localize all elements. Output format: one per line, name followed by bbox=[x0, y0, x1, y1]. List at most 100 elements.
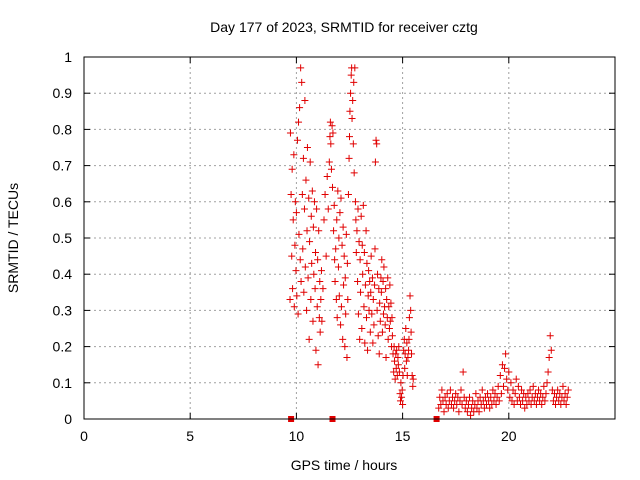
data-point bbox=[329, 183, 337, 191]
data-point bbox=[295, 230, 303, 238]
data-point bbox=[443, 390, 451, 398]
data-point bbox=[511, 390, 519, 398]
data-point bbox=[351, 64, 359, 72]
data-point bbox=[316, 277, 324, 285]
data-point bbox=[308, 259, 316, 267]
data-point bbox=[463, 408, 471, 416]
data-point bbox=[303, 306, 311, 314]
data-point bbox=[297, 64, 305, 72]
data-point bbox=[317, 296, 325, 304]
y-tick-label: 0.7 bbox=[53, 158, 73, 174]
x-tick-label: 15 bbox=[395, 428, 411, 444]
data-point bbox=[327, 165, 335, 173]
data-point bbox=[358, 325, 366, 332]
data-point bbox=[289, 285, 297, 293]
data-point bbox=[299, 245, 307, 253]
data-point bbox=[386, 281, 394, 289]
data-point bbox=[332, 245, 340, 253]
data-point bbox=[286, 129, 294, 137]
data-point bbox=[398, 386, 406, 394]
data-point bbox=[564, 386, 572, 394]
data-point bbox=[350, 169, 358, 177]
data-point bbox=[375, 285, 383, 293]
data-point bbox=[516, 401, 524, 409]
data-point bbox=[499, 382, 507, 390]
y-tick-label: 1 bbox=[64, 49, 72, 65]
data-point bbox=[395, 343, 403, 351]
data-point bbox=[493, 393, 501, 401]
data-point bbox=[311, 285, 319, 293]
data-point bbox=[327, 140, 335, 148]
data-point bbox=[464, 401, 472, 409]
data-point bbox=[524, 390, 532, 398]
data-point bbox=[382, 285, 390, 293]
data-point bbox=[368, 274, 376, 282]
data-point bbox=[397, 379, 405, 387]
data-point bbox=[339, 335, 347, 343]
data-point bbox=[354, 310, 362, 318]
data-point bbox=[342, 230, 350, 238]
data-point bbox=[335, 234, 343, 242]
data-point bbox=[473, 404, 481, 412]
data-point bbox=[330, 227, 338, 235]
data-point bbox=[382, 353, 390, 361]
data-point bbox=[347, 71, 355, 79]
data-point bbox=[402, 325, 410, 332]
data-point bbox=[498, 361, 506, 369]
data-point bbox=[409, 382, 417, 390]
data-point bbox=[349, 96, 357, 104]
data-point bbox=[405, 346, 413, 354]
data-point bbox=[309, 223, 317, 231]
data-point bbox=[495, 397, 503, 405]
data-point bbox=[510, 401, 518, 409]
data-point bbox=[313, 205, 321, 213]
data-point bbox=[296, 256, 304, 264]
data-point bbox=[539, 393, 547, 401]
data-point bbox=[383, 296, 391, 304]
data-point bbox=[326, 118, 334, 126]
data-point bbox=[337, 194, 345, 202]
data-point bbox=[355, 238, 363, 246]
data-point bbox=[342, 310, 350, 318]
data-point bbox=[356, 256, 364, 264]
data-point bbox=[466, 393, 474, 401]
data-point bbox=[364, 346, 372, 354]
data-point bbox=[452, 390, 460, 398]
data-point bbox=[438, 386, 446, 394]
data-point bbox=[386, 317, 394, 325]
data-point bbox=[373, 140, 381, 148]
data-point bbox=[307, 212, 315, 220]
data-point bbox=[375, 350, 383, 358]
data-point bbox=[563, 393, 571, 401]
data-point bbox=[288, 252, 296, 260]
data-point bbox=[407, 306, 415, 314]
data-point bbox=[402, 357, 410, 365]
data-point bbox=[361, 281, 369, 289]
data-point bbox=[303, 227, 311, 235]
data-point bbox=[371, 281, 379, 289]
grid-lines bbox=[84, 57, 615, 419]
data-point bbox=[435, 404, 443, 412]
data-point bbox=[370, 321, 378, 329]
data-point bbox=[290, 303, 298, 311]
data-point bbox=[446, 386, 454, 394]
data-point bbox=[296, 104, 304, 112]
data-point bbox=[305, 335, 313, 343]
y-tick-label: 0.3 bbox=[53, 302, 73, 318]
data-point bbox=[300, 288, 308, 296]
data-point bbox=[518, 386, 526, 394]
data-point bbox=[292, 209, 300, 217]
data-point bbox=[341, 274, 349, 282]
y-tick-label: 0.8 bbox=[53, 121, 73, 137]
data-point bbox=[358, 241, 366, 249]
data-point bbox=[350, 78, 358, 86]
data-point bbox=[360, 248, 368, 256]
data-point bbox=[326, 133, 334, 141]
data-point bbox=[324, 205, 332, 213]
data-point bbox=[381, 321, 389, 329]
data-point bbox=[401, 364, 409, 372]
data-point bbox=[458, 401, 466, 409]
data-point bbox=[307, 296, 315, 304]
data-point bbox=[492, 401, 500, 409]
data-point bbox=[363, 259, 371, 267]
